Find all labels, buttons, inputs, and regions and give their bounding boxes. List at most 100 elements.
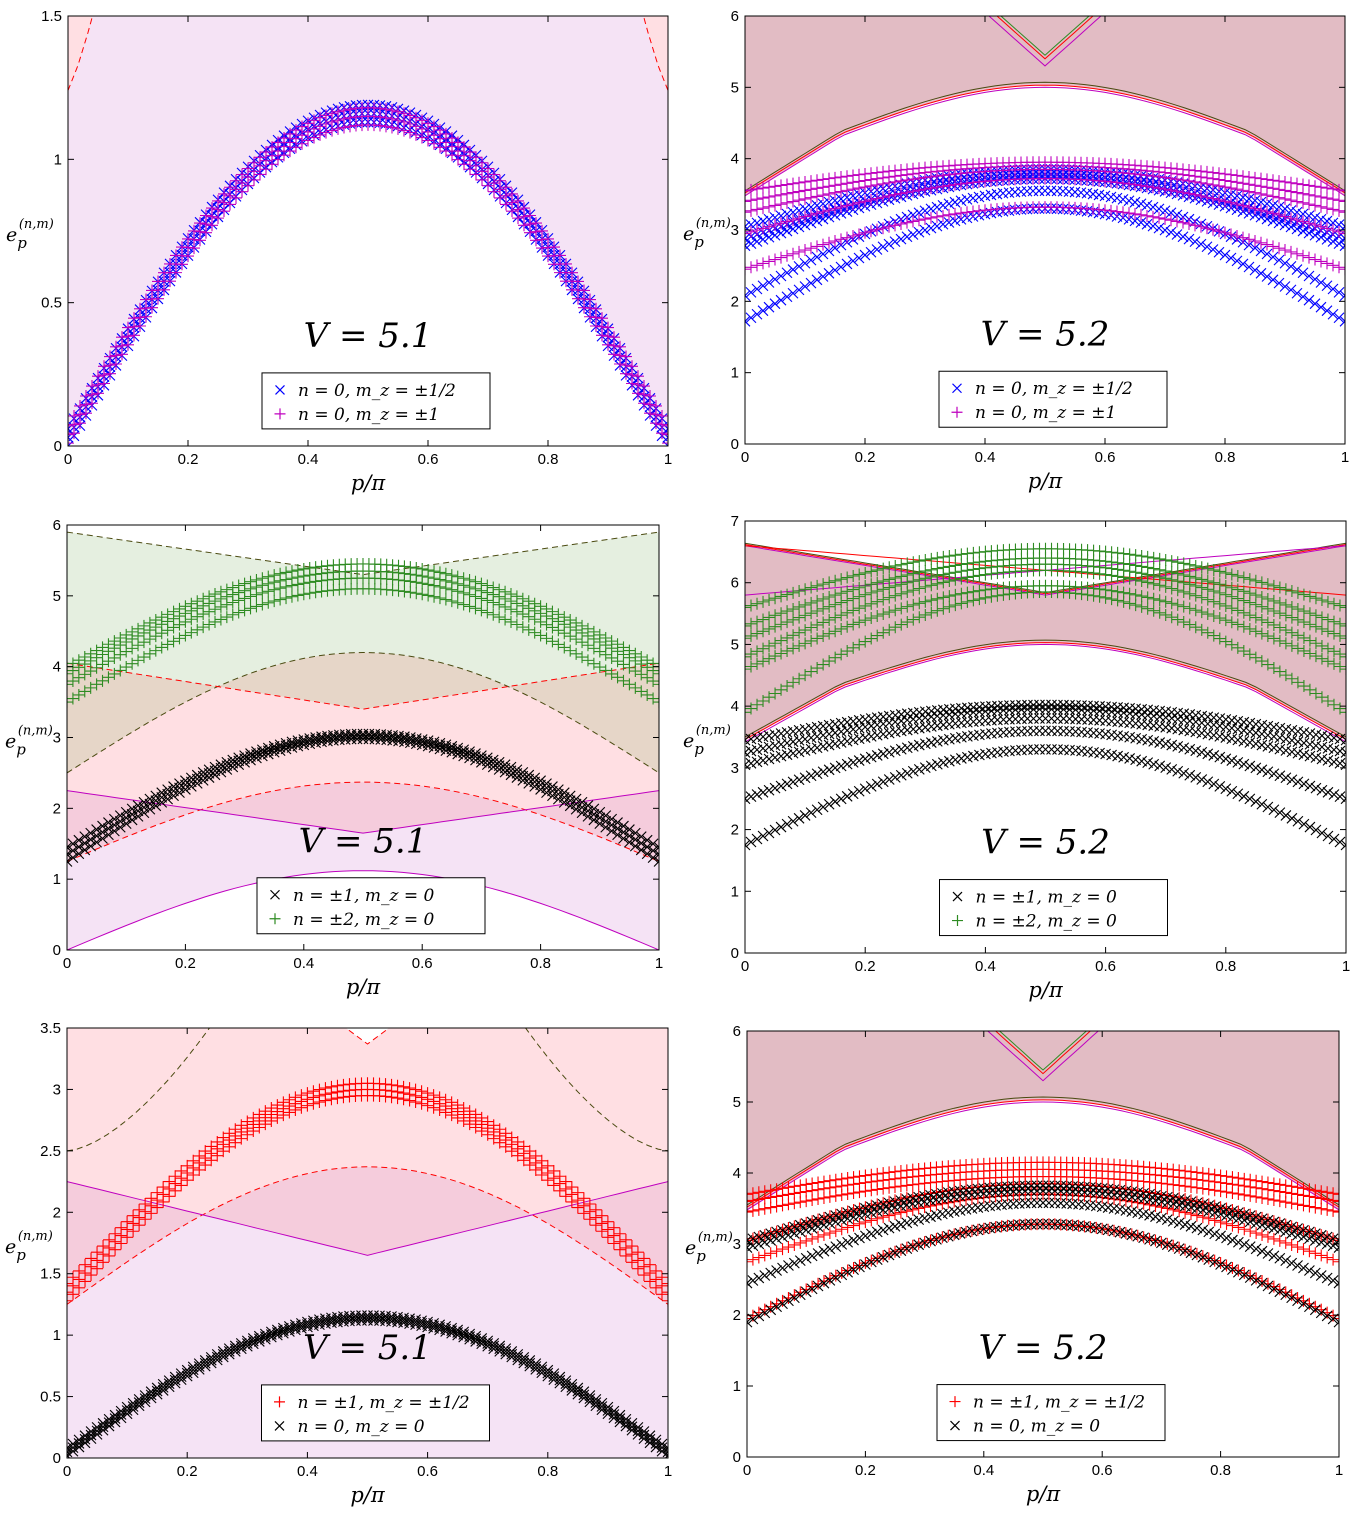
- marker-plus: [662, 1286, 668, 1299]
- y-tick-label: 5: [53, 588, 61, 605]
- marker-x: [1268, 804, 1280, 816]
- marker-x: [1034, 703, 1045, 715]
- marker-x: [446, 1322, 458, 1334]
- marker-x: [564, 800, 576, 812]
- marker-plus: [788, 1238, 801, 1251]
- legend: n = 0, m_z = ±1/2n = 0, m_z = ±1: [261, 372, 491, 430]
- marker-x: [150, 800, 162, 812]
- marker-plus: [775, 590, 788, 603]
- marker-plus: [1279, 1179, 1292, 1192]
- marker-x: [73, 1434, 85, 1446]
- marker-x: [91, 824, 102, 835]
- marker-plus: [1167, 1239, 1180, 1252]
- marker-x: [67, 841, 73, 853]
- marker-plus: [1149, 1161, 1162, 1174]
- marker-x: [1178, 767, 1190, 779]
- marker-plus: [581, 654, 594, 667]
- marker-plus: [1267, 174, 1279, 187]
- marker-x: [836, 1269, 848, 1281]
- marker-plus: [841, 170, 853, 183]
- marker-plus: [1147, 210, 1159, 223]
- marker-plus: [1179, 1243, 1192, 1256]
- marker-x: [584, 1390, 596, 1401]
- marker-plus: [1177, 557, 1190, 570]
- marker-x: [1303, 210, 1315, 222]
- marker-x: [566, 1378, 578, 1390]
- marker-x: [1243, 208, 1255, 219]
- marker-x: [578, 1386, 590, 1398]
- marker-x: [554, 1371, 566, 1383]
- marker-x: [1171, 229, 1183, 240]
- x-tick-label: 0.8: [530, 955, 551, 972]
- marker-plus: [291, 564, 304, 577]
- marker-plus: [1143, 1161, 1156, 1174]
- marker-plus: [463, 600, 476, 613]
- marker-plus: [164, 257, 176, 270]
- marker-plus: [1171, 567, 1184, 580]
- marker-plus: [1303, 590, 1316, 603]
- axes-frame: [66, 1027, 669, 1459]
- marker-plus: [775, 217, 787, 230]
- marker-plus: [398, 585, 411, 598]
- marker-plus: [1327, 698, 1340, 711]
- marker-x: [901, 767, 913, 779]
- y-tick-label: 1: [53, 871, 61, 888]
- marker-x: [251, 746, 262, 757]
- marker-x: [614, 1409, 626, 1421]
- marker-x: [150, 795, 162, 807]
- legend-label: n = 0, m_z = ±1: [298, 405, 439, 425]
- marker-plus: [535, 1154, 548, 1167]
- marker-plus: [1201, 626, 1214, 639]
- marker-plus: [901, 568, 914, 581]
- marker-plus: [787, 213, 799, 226]
- marker-plus: [877, 593, 890, 606]
- y-axis-label: ep(n,m): [683, 216, 731, 251]
- marker-x: [847, 788, 859, 800]
- band-edge-red: [745, 642, 1346, 740]
- marker-x: [632, 1422, 644, 1433]
- marker-plus: [812, 1277, 825, 1290]
- marker-plus: [787, 642, 800, 655]
- marker-plus: [410, 587, 423, 600]
- marker-x: [434, 743, 446, 755]
- marker-plus: [133, 1203, 146, 1216]
- y-tick-label: 0.5: [41, 295, 62, 312]
- marker-plus: [631, 1246, 644, 1259]
- marker-plus: [745, 648, 758, 661]
- marker-plus: [128, 312, 140, 325]
- marker-x: [745, 757, 757, 769]
- legend-marker-x: [952, 891, 963, 902]
- marker-plus: [1273, 596, 1286, 609]
- marker-x: [1190, 745, 1202, 757]
- marker-plus: [961, 177, 973, 190]
- marker-x: [769, 212, 781, 223]
- marker-plus: [1303, 1183, 1316, 1196]
- marker-plus: [1244, 1225, 1257, 1238]
- marker-x: [763, 827, 775, 839]
- marker-x: [115, 1405, 127, 1417]
- marker-plus: [769, 592, 782, 605]
- marker-plus: [1333, 1206, 1339, 1219]
- marker-x: [799, 281, 811, 292]
- marker-plus: [1309, 637, 1322, 650]
- marker-x: [1309, 298, 1321, 310]
- y-tick-label: 1: [53, 1327, 61, 1344]
- y-tick-label: 2: [731, 293, 739, 310]
- marker-x: [547, 781, 558, 792]
- marker-x: [1333, 312, 1345, 324]
- marker-x: [221, 756, 233, 768]
- v-annotation: V = 5.1: [304, 316, 433, 356]
- marker-plus: [602, 321, 614, 334]
- marker-plus: [1153, 182, 1165, 195]
- marker-plus: [445, 595, 458, 608]
- marker-x: [1028, 713, 1039, 724]
- marker-plus: [1291, 586, 1304, 599]
- marker-plus: [871, 1252, 884, 1265]
- marker-plus: [410, 111, 422, 124]
- marker-plus: [889, 621, 902, 634]
- marker-plus: [1207, 192, 1219, 205]
- marker-plus: [1189, 219, 1201, 232]
- panel-bottom-left: 0 0.2 0.4 0.6 0.8 100.511.522.533.5p/πep(n,m)…: [5, 1020, 672, 1507]
- marker-plus: [155, 641, 168, 654]
- marker-x: [787, 776, 799, 788]
